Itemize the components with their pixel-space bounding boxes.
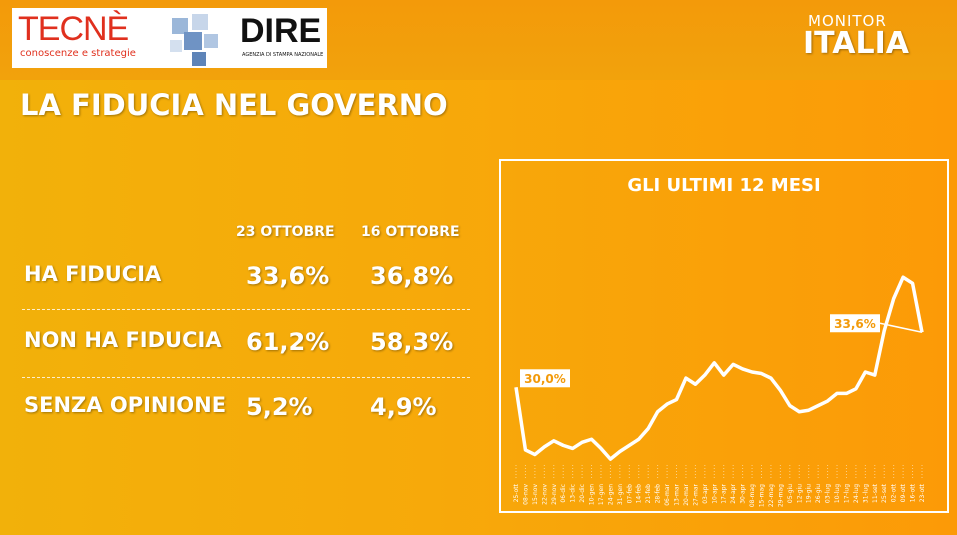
row-label: HA FIDUCIA — [24, 262, 162, 286]
cube-logo — [170, 14, 218, 66]
x-tick-label: 24-gen — [607, 484, 614, 505]
x-tick-label: 22-nov — [541, 484, 548, 505]
cell-value: 61,2% — [246, 328, 330, 356]
x-tick-label: 30-apr — [740, 483, 747, 503]
x-tick-label: 10-lug — [834, 484, 841, 503]
logo-box: TECNÈ conoscenze e strategie DIRE AGENZI… — [12, 8, 327, 68]
x-tick-label: 03-lug — [825, 484, 832, 503]
brand-sub: conoscenze e strategie — [20, 48, 136, 59]
x-tick-label: 31-lug — [862, 484, 869, 503]
x-tick-label: 29-nov — [551, 484, 558, 505]
x-tick-label: 28-feb — [655, 484, 662, 504]
x-tick-label: 20-mar — [683, 483, 690, 505]
x-tick-label: 05-giu — [787, 484, 794, 503]
x-tick-label: 14-feb — [636, 484, 643, 504]
x-tick-label: 23-ott — [919, 483, 926, 502]
chart-title: GLI ULTIMI 12 MESI — [627, 175, 820, 196]
label-leader — [879, 322, 923, 333]
label-box — [830, 314, 880, 333]
x-tick-label: 15-mag — [758, 484, 765, 507]
x-tick-label: 24-apr — [730, 483, 737, 503]
x-tick-label: 12-giu — [796, 484, 803, 503]
x-tick-label: 25-ott — [513, 483, 520, 502]
cell-value: 33,6% — [246, 262, 330, 290]
cell-value: 5,2% — [246, 393, 313, 421]
row-divider — [22, 309, 470, 311]
chart-frame — [499, 159, 949, 513]
cell-value: 4,9% — [370, 393, 437, 421]
row-label: NON HA FIDUCIA — [24, 328, 222, 352]
label-box — [520, 369, 570, 388]
col-header: 16 OTTOBRE — [361, 224, 460, 240]
value-label: 30,0% — [524, 372, 566, 386]
x-tick-label: 11-set — [872, 483, 879, 503]
cell-value: 58,3% — [370, 328, 454, 356]
x-tick-label: 13-mar — [674, 483, 681, 505]
x-tick-label: 06-dic — [560, 484, 567, 503]
x-tick-label: 09-ott — [900, 483, 907, 502]
x-tick-label: 22-mag — [768, 484, 775, 507]
x-tick-label: 19-giu — [806, 484, 813, 503]
x-tick-label: 06-mar — [664, 483, 671, 505]
title: LA FIDUCIA NEL GOVERNO — [20, 88, 448, 122]
brand: TECNÈ — [18, 10, 129, 48]
x-tick-label: 07-feb — [626, 484, 633, 504]
x-tick-label: 08-mag — [749, 484, 756, 507]
x-tick-label: 17-gen — [598, 484, 605, 505]
x-tick-label: 27-mar — [692, 483, 699, 505]
x-tick-label: 10-gen — [589, 484, 596, 505]
x-tick-label: 25-set — [881, 483, 888, 503]
row-label: SENZA OPINIONE — [24, 393, 227, 417]
agency-sub: AGENZIA DI STAMPA NAZIONALE — [242, 52, 324, 58]
monitor-title: ITALIA — [803, 26, 910, 61]
x-tick-label: 16-ott — [910, 483, 917, 502]
x-tick-label: 26-giu — [815, 484, 822, 503]
agency: DIRE — [240, 12, 322, 50]
line — [514, 275, 924, 461]
x-tick-label: 29-mag — [777, 484, 784, 507]
x-tick-label: 31-gen — [617, 484, 624, 505]
x-tick-label: 17-lug — [843, 484, 850, 503]
monitor: MONITOR — [808, 12, 887, 30]
x-tick-label: 13-dic — [570, 484, 577, 503]
x-tick-label: 10-apr — [711, 483, 718, 503]
value-label: 33,6% — [834, 317, 876, 331]
col-header: 23 OTTOBRE — [236, 224, 335, 240]
x-tick-label: 24-lug — [853, 484, 860, 503]
x-tick-label: 15-nov — [532, 484, 539, 505]
x-tick-label: 02-ott — [891, 483, 898, 502]
cell-value: 36,8% — [370, 262, 454, 290]
x-tick-label: 20-dic — [579, 484, 586, 503]
x-tick-label: 03-apr — [702, 483, 709, 503]
x-tick-label: 08-nov — [522, 484, 529, 505]
x-tick-label: 21-feb — [645, 484, 652, 504]
row-divider — [22, 377, 470, 379]
x-tick-label: 17-apr — [721, 483, 728, 503]
